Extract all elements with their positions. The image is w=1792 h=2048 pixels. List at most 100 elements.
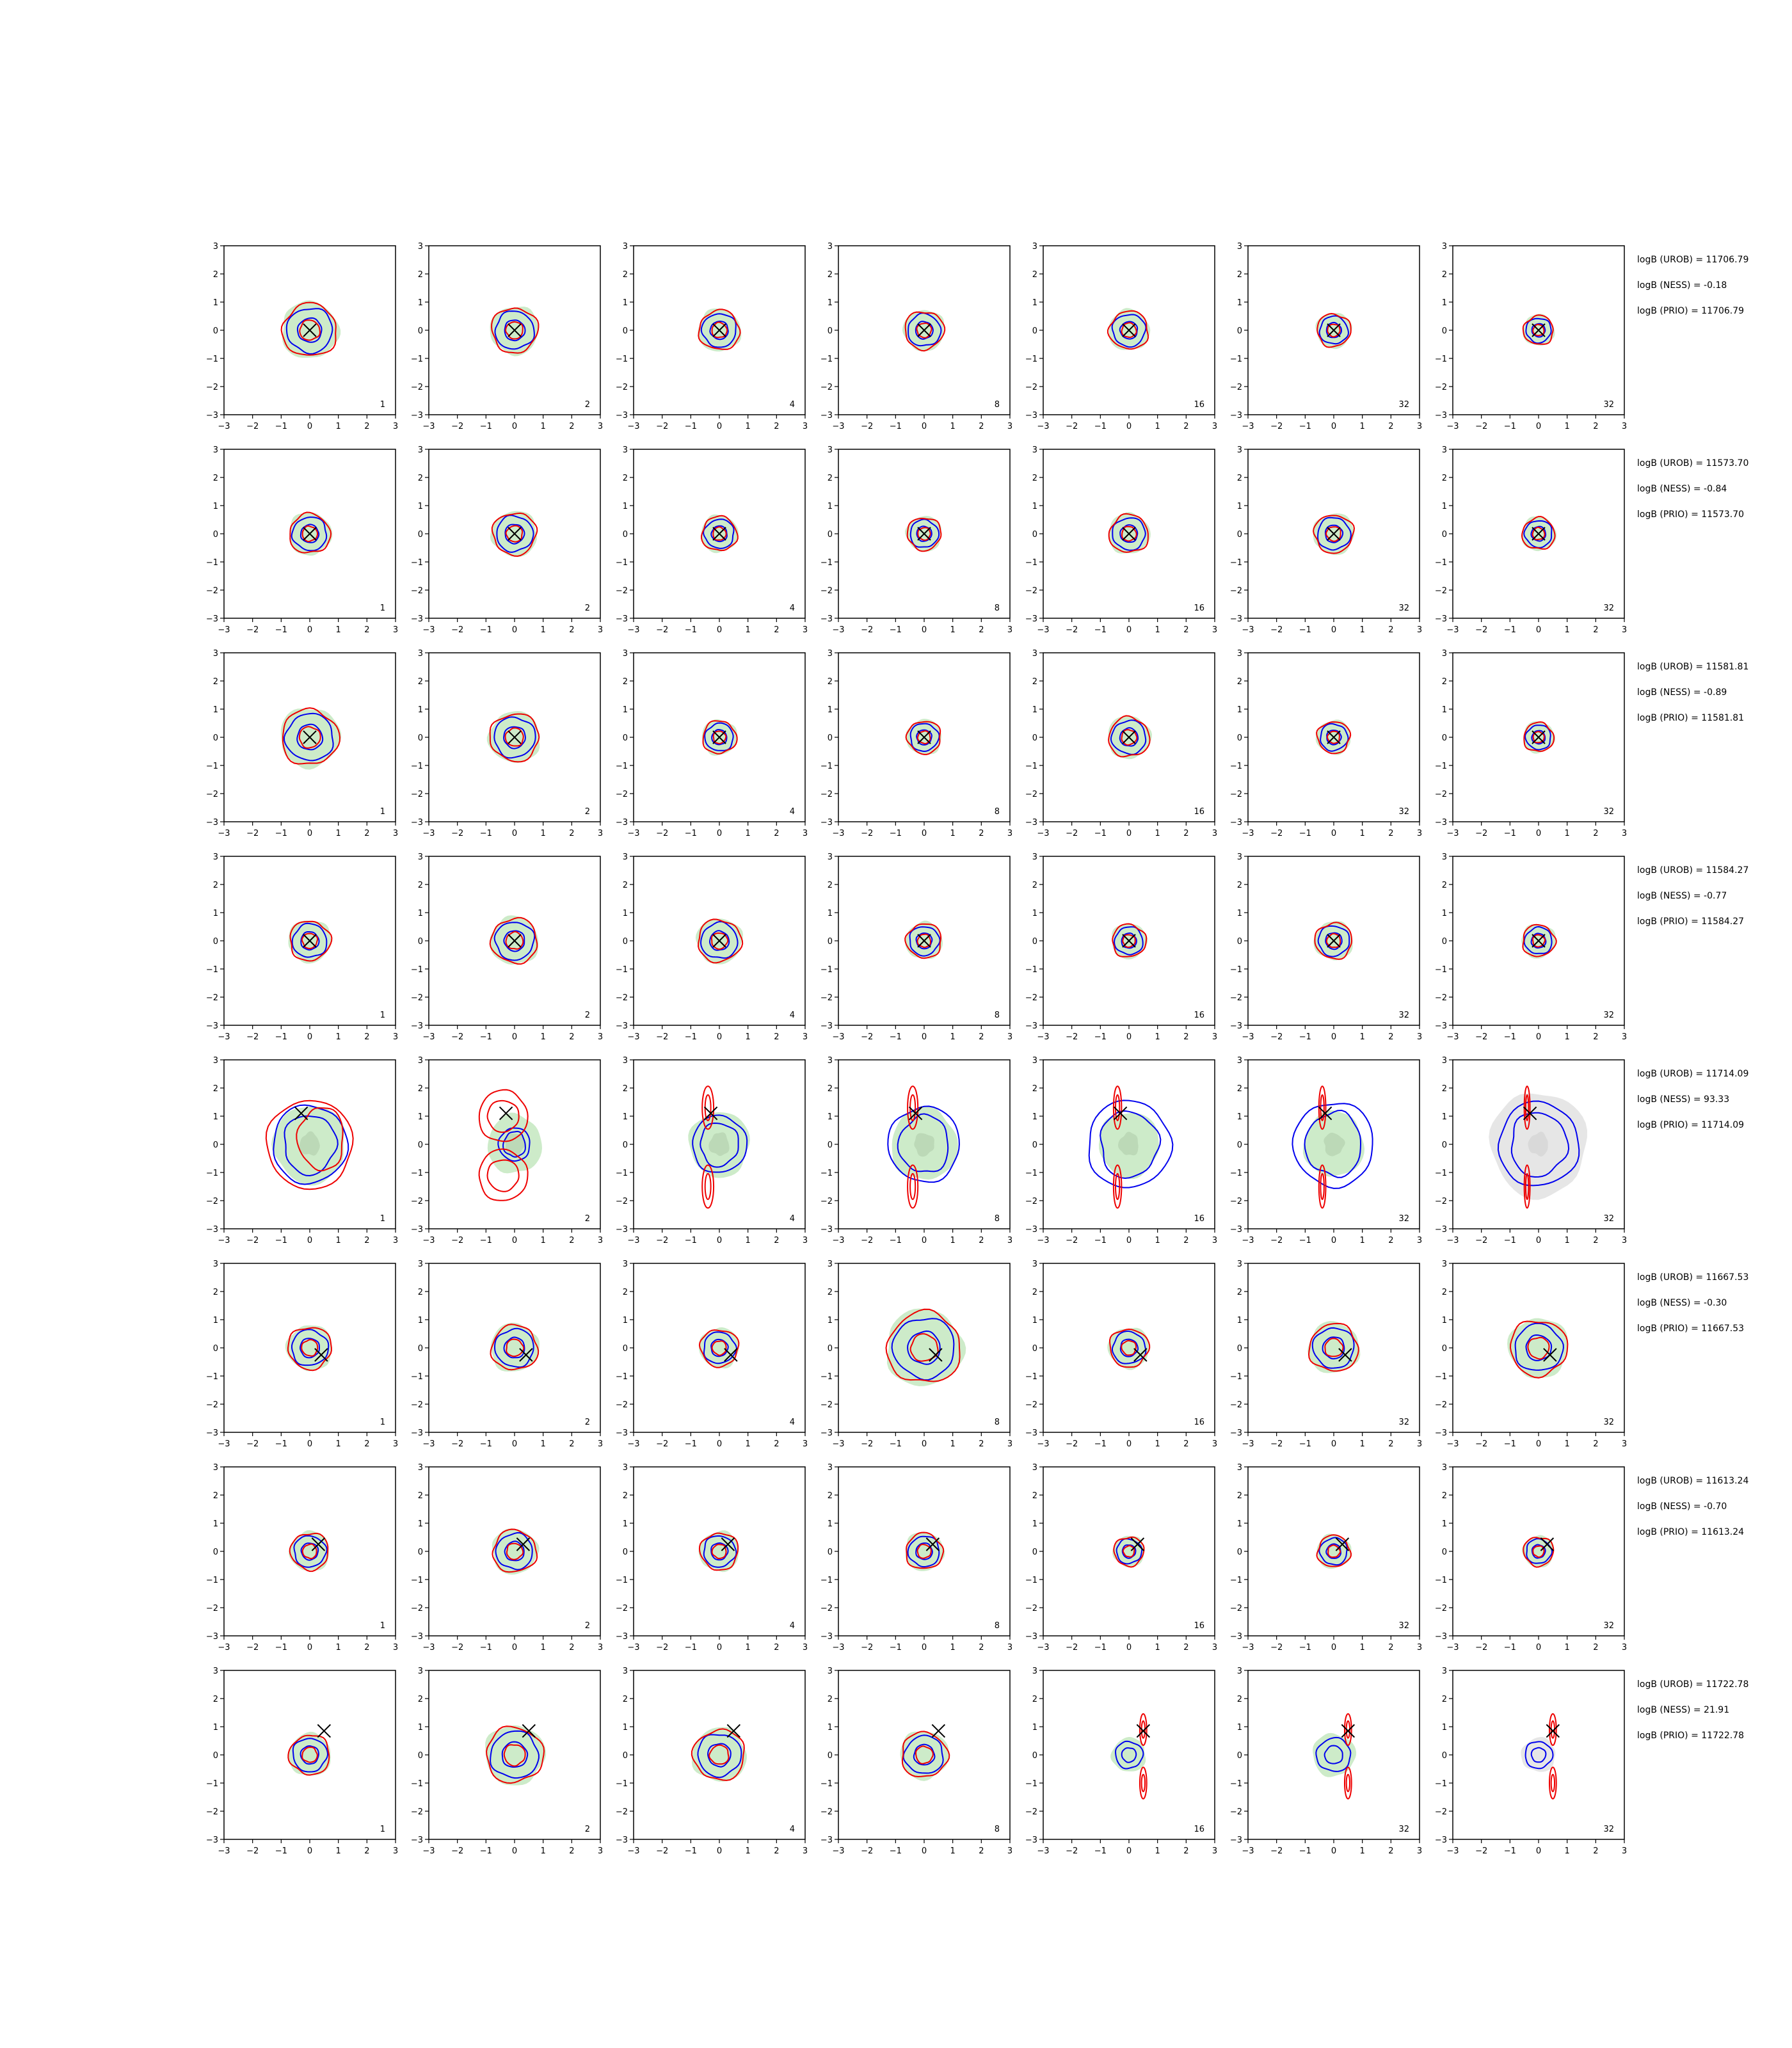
y-tick-label: 3	[1237, 1260, 1242, 1269]
x-tick-label: 0	[307, 1439, 312, 1449]
y-tick-label: −2	[1230, 790, 1242, 799]
x-tick-label: 0	[1126, 1236, 1132, 1245]
x-tick-label: −3	[218, 1643, 230, 1652]
x-tick-label: −2	[246, 625, 259, 635]
red-contour-inner	[298, 726, 321, 749]
x-tick-label: −1	[890, 422, 902, 431]
red-contour-inner	[917, 527, 931, 541]
x-tick-label: 1	[746, 422, 751, 431]
true-value-marker	[712, 730, 726, 744]
x-tick-label: −1	[685, 1032, 697, 1042]
y-tick-label: 2	[828, 1084, 833, 1094]
blue-contour-inner	[710, 525, 728, 543]
x-tick-label: −3	[1037, 625, 1049, 635]
subplot: −3 −2 −1 0 1 2 3 −3 −2 −1 0 1 2 3 32	[1435, 1056, 1627, 1245]
y-tick-label: −1	[616, 1372, 628, 1382]
x-tick-label: −3	[422, 1439, 435, 1449]
x-tick-label: 2	[1388, 422, 1393, 431]
y-tick-label: 3	[828, 852, 833, 862]
y-tick-label: −3	[206, 1225, 218, 1235]
y-tick-label: 0	[623, 326, 628, 336]
y-tick-label: 2	[1237, 677, 1242, 687]
red-contour-inner	[712, 526, 727, 541]
y-tick-label: 2	[418, 474, 423, 483]
subplot: −3 −2 −1 0 1 2 3 −3 −2 −1 0 1 2 3 2	[411, 1260, 603, 1449]
y-tick-label: 1	[213, 298, 218, 308]
y-tick-label: 2	[623, 1491, 628, 1501]
x-tick-label: 2	[979, 422, 984, 431]
red-contour-inner	[505, 931, 524, 950]
x-tick-label: 1	[541, 1846, 546, 1856]
x-tick-label: −1	[1504, 1643, 1516, 1652]
y-tick-label: 0	[1237, 530, 1242, 540]
column-label: 2	[585, 807, 590, 817]
true-value-marker	[721, 1537, 735, 1551]
y-tick-label: −1	[1435, 1779, 1447, 1789]
x-tick-label: 1	[541, 829, 546, 838]
y-tick-label: −3	[411, 1428, 423, 1438]
x-tick-label: 3	[803, 1846, 808, 1856]
column-label: 1	[380, 1214, 385, 1224]
blue-contour-inner	[708, 930, 730, 951]
red-contour-inner	[505, 525, 524, 543]
y-tick-label: 1	[213, 1112, 218, 1122]
y-tick-label: −3	[411, 1632, 423, 1642]
y-tick-label: 2	[1032, 1288, 1037, 1297]
x-tick-label: 2	[1388, 1643, 1393, 1652]
y-tick-label: 3	[418, 1667, 423, 1676]
x-tick-label: 1	[1565, 1439, 1570, 1449]
red-ellipse	[701, 1164, 715, 1209]
y-tick-label: −1	[1435, 1169, 1447, 1178]
x-tick-label: 0	[1331, 625, 1336, 635]
y-tick-label: 1	[1237, 705, 1242, 715]
blue-contour-inner	[1119, 524, 1139, 543]
y-tick-label: 2	[1237, 270, 1242, 280]
y-tick-label: −1	[820, 762, 833, 771]
x-tick-label: 1	[1360, 829, 1365, 838]
x-tick-label: −1	[890, 1032, 902, 1042]
x-tick-label: −1	[1094, 1236, 1107, 1245]
x-tick-label: 2	[1593, 1236, 1598, 1245]
x-tick-label: −1	[480, 1643, 492, 1652]
density-fill	[905, 920, 943, 959]
x-tick-label: 1	[746, 1846, 751, 1856]
y-tick-label: −2	[1435, 1400, 1447, 1410]
x-tick-label: 0	[717, 1846, 722, 1856]
x-tick-label: 3	[1622, 1236, 1627, 1245]
subplot: −3 −2 −1 0 1 2 3 −3 −2 −1 0 1 2 3 8	[820, 852, 1012, 1042]
x-tick-label: −2	[1475, 1846, 1487, 1856]
y-tick-label: 3	[1442, 242, 1447, 252]
red-contour-inner	[301, 1543, 317, 1560]
x-tick-label: −3	[627, 1643, 639, 1652]
subplot: −3 −2 −1 0 1 2 3 −3 −2 −1 0 1 2 3 1	[206, 1056, 398, 1245]
y-tick-label: 0	[1032, 1140, 1037, 1150]
y-tick-label: 0	[213, 937, 218, 947]
x-tick-label: 2	[1388, 1439, 1393, 1449]
x-tick-label: −2	[1270, 1439, 1283, 1449]
red-contour-outer	[906, 517, 942, 552]
blue-contour-inner	[915, 1542, 933, 1560]
subplot: −3 −2 −1 0 1 2 3 −3 −2 −1 0 1 2 3 8	[820, 445, 1012, 635]
x-tick-label: 3	[1007, 1643, 1012, 1652]
y-tick-label: −3	[206, 818, 218, 828]
y-tick-label: 0	[1442, 937, 1447, 947]
blue-contour-outer	[493, 716, 536, 759]
y-tick-label: 2	[828, 881, 833, 890]
blue-contour-outer	[909, 926, 941, 957]
y-tick-label: 0	[623, 1344, 628, 1354]
x-tick-label: −2	[1270, 1846, 1283, 1856]
subplot: −3 −2 −1 0 1 2 3 −3 −2 −1 0 1 2 3 32	[1230, 1667, 1422, 1856]
x-tick-label: −3	[1446, 1236, 1459, 1245]
y-tick-label: 3	[418, 1260, 423, 1269]
y-tick-label: 0	[1032, 1751, 1037, 1761]
x-tick-label: 0	[512, 1439, 517, 1449]
x-tick-label: −2	[1475, 1236, 1487, 1245]
true-value-marker	[499, 1106, 513, 1121]
column-label: 32	[1398, 1214, 1409, 1224]
x-tick-label: −1	[1094, 422, 1107, 431]
y-tick-label: 2	[623, 881, 628, 890]
y-tick-label: 2	[1032, 677, 1037, 687]
x-tick-label: 3	[598, 1439, 603, 1449]
x-tick-label: 0	[512, 1236, 517, 1245]
